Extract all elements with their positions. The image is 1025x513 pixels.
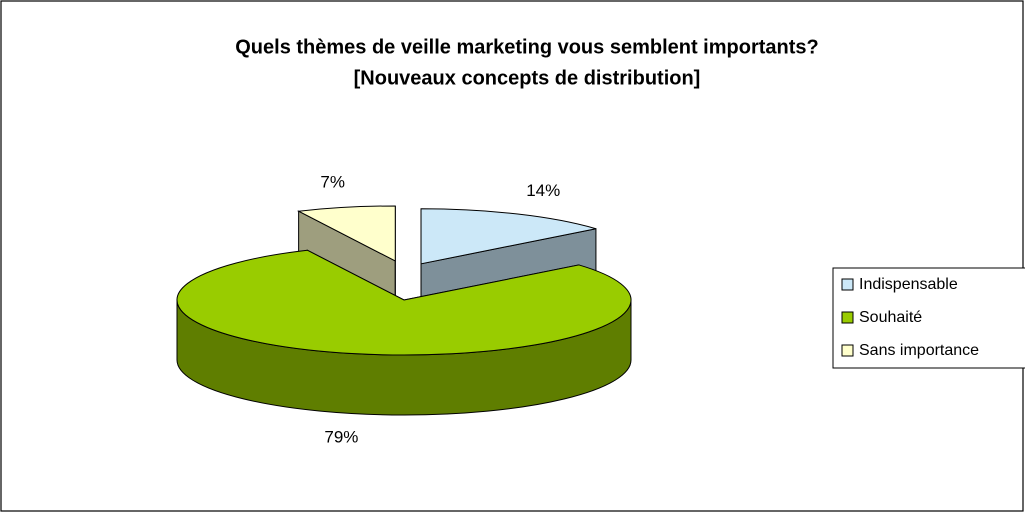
legend-swatch: [841, 311, 854, 324]
slice: [176, 249, 632, 356]
chart-title: Quels thèmes de veille marketing vous se…: [235, 36, 819, 58]
chart-title: [Nouveaux concepts de distribution]: [354, 67, 701, 89]
slice: [420, 208, 597, 265]
legend-swatch: [841, 344, 854, 357]
data-label: 79%: [324, 428, 358, 447]
data-label: 14%: [526, 181, 560, 200]
data-label: 7%: [320, 172, 345, 191]
legend-box: [832, 267, 1025, 369]
legend-swatch: [841, 278, 854, 291]
legend-label: Sans importance: [859, 342, 979, 359]
legend-label: Souhaité: [859, 309, 922, 326]
slice: [296, 205, 396, 262]
legend-label: Indispensable: [859, 276, 958, 293]
